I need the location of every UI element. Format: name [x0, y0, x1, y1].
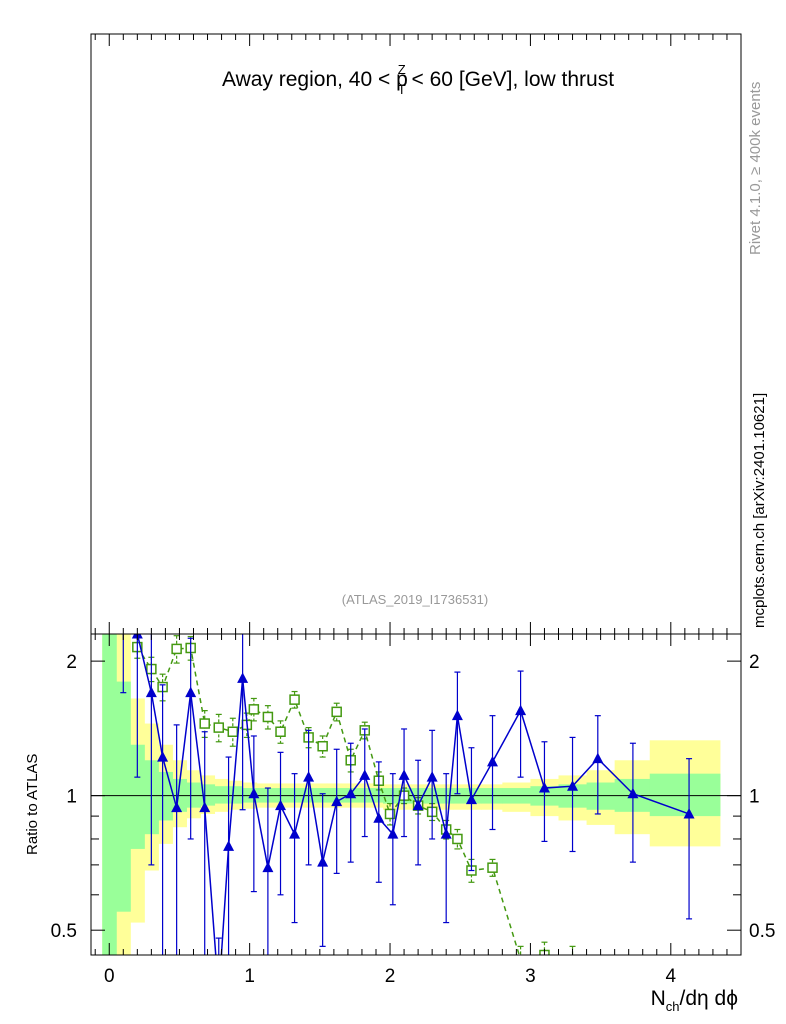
ratio-panel-ticks: [91, 634, 741, 955]
mcplots-source-label: mcplots.cern.ch [arXiv:2401.10621]: [751, 393, 768, 628]
series-green-point: [384, 808, 396, 820]
series-blue-point: [451, 709, 463, 721]
series-blue-point: [331, 795, 343, 807]
band-inner-bin: [186, 782, 202, 808]
series-blue-point: [317, 856, 329, 867]
series-green-point: [171, 643, 182, 655]
x-axis-label: Nch/dη dϕ: [651, 987, 738, 1014]
y-axis-label: Ratio to ATLAS: [24, 754, 41, 855]
series-blue-point: [487, 755, 499, 767]
main-panel-ticks: [94, 34, 728, 634]
x-tick-label: 1: [244, 966, 255, 987]
series-blue-point: [171, 801, 183, 813]
main-panel-frame: [90, 33, 742, 635]
series-blue-point: [465, 793, 477, 805]
series-green-point: [213, 722, 225, 733]
series-blue-point: [567, 780, 579, 791]
y-tick-label-right: 0.5: [749, 921, 775, 942]
series-blue-point: [683, 807, 695, 819]
series-green-point: [331, 706, 342, 718]
band-inner-bin: [102, 634, 117, 955]
band-inner-bin: [158, 771, 173, 821]
x-tick-label: 0: [104, 966, 115, 987]
title-subscript: T: [398, 82, 406, 97]
ratio-uncertainty-bands: [102, 634, 721, 955]
band-inner-bin: [130, 744, 145, 849]
plot-title: Away region, 40 < pZ T < 60 [GeV], low th…: [222, 62, 614, 97]
y-tick-label-left: 2: [66, 652, 77, 673]
series-blue-point: [440, 828, 452, 839]
x-axis-label-subscript: ch: [666, 999, 680, 1014]
series-blue-group: [120, 634, 695, 955]
series-blue-point: [223, 840, 235, 851]
series-blue-point: [185, 686, 197, 698]
series-blue-point: [303, 771, 315, 782]
series-blue-point: [426, 771, 438, 782]
y-tick-label-left: 0.5: [51, 921, 77, 942]
y-tick-label-left: 1: [66, 787, 77, 808]
series-blue-point: [359, 769, 371, 780]
band-inner-bin: [228, 786, 244, 804]
series-blue-point: [387, 828, 399, 839]
series-blue-point: [289, 828, 301, 839]
series-green-point: [199, 718, 210, 729]
band-inner-bin: [214, 786, 230, 804]
series-blue-point: [199, 801, 211, 813]
series-green-point: [289, 694, 300, 705]
series-blue-point: [275, 799, 287, 811]
series-blue-point: [373, 812, 385, 823]
rivet-version-label: Rivet 4.1.0, ≥ 400k events: [747, 82, 764, 255]
series-blue-point: [157, 751, 169, 762]
x-tick-label: 2: [385, 966, 396, 987]
ratio-panel-frame: [90, 633, 742, 956]
analysis-watermark: (ATLAS_2019_I1736531): [342, 592, 488, 607]
series-blue-point: [248, 787, 260, 799]
series-blue-point: [145, 686, 157, 698]
x-tick-label: 3: [525, 966, 536, 987]
y-tick-label-right: 2: [749, 652, 760, 673]
series-blue-line: [136, 634, 690, 955]
series-green-point: [227, 726, 239, 737]
series-blue-point: [538, 782, 550, 793]
band-inner-bin: [649, 773, 721, 817]
series-blue-point: [412, 799, 424, 811]
title-superscript: Z: [398, 62, 406, 77]
y-tick-label-right: 1: [749, 787, 760, 808]
series-blue-point: [592, 752, 604, 764]
band-inner-bin: [116, 681, 131, 912]
series-green-point: [317, 740, 328, 752]
series-blue-point: [262, 861, 274, 873]
series-green-point: [275, 726, 286, 737]
series-green-point: [452, 833, 463, 845]
series-blue-point: [345, 787, 357, 799]
x-tick-label: 4: [666, 966, 677, 987]
series-green-point: [487, 862, 498, 873]
series-blue-point: [237, 672, 249, 683]
series-blue-point: [398, 769, 410, 780]
series-green-point: [248, 704, 260, 715]
tick-labels: 0 1 2 3 4 0.5 0.5 1 1 2 2: [51, 652, 776, 987]
series-blue-point: [515, 704, 527, 716]
series-green-point: [262, 711, 274, 723]
series-blue-point: [627, 787, 639, 799]
